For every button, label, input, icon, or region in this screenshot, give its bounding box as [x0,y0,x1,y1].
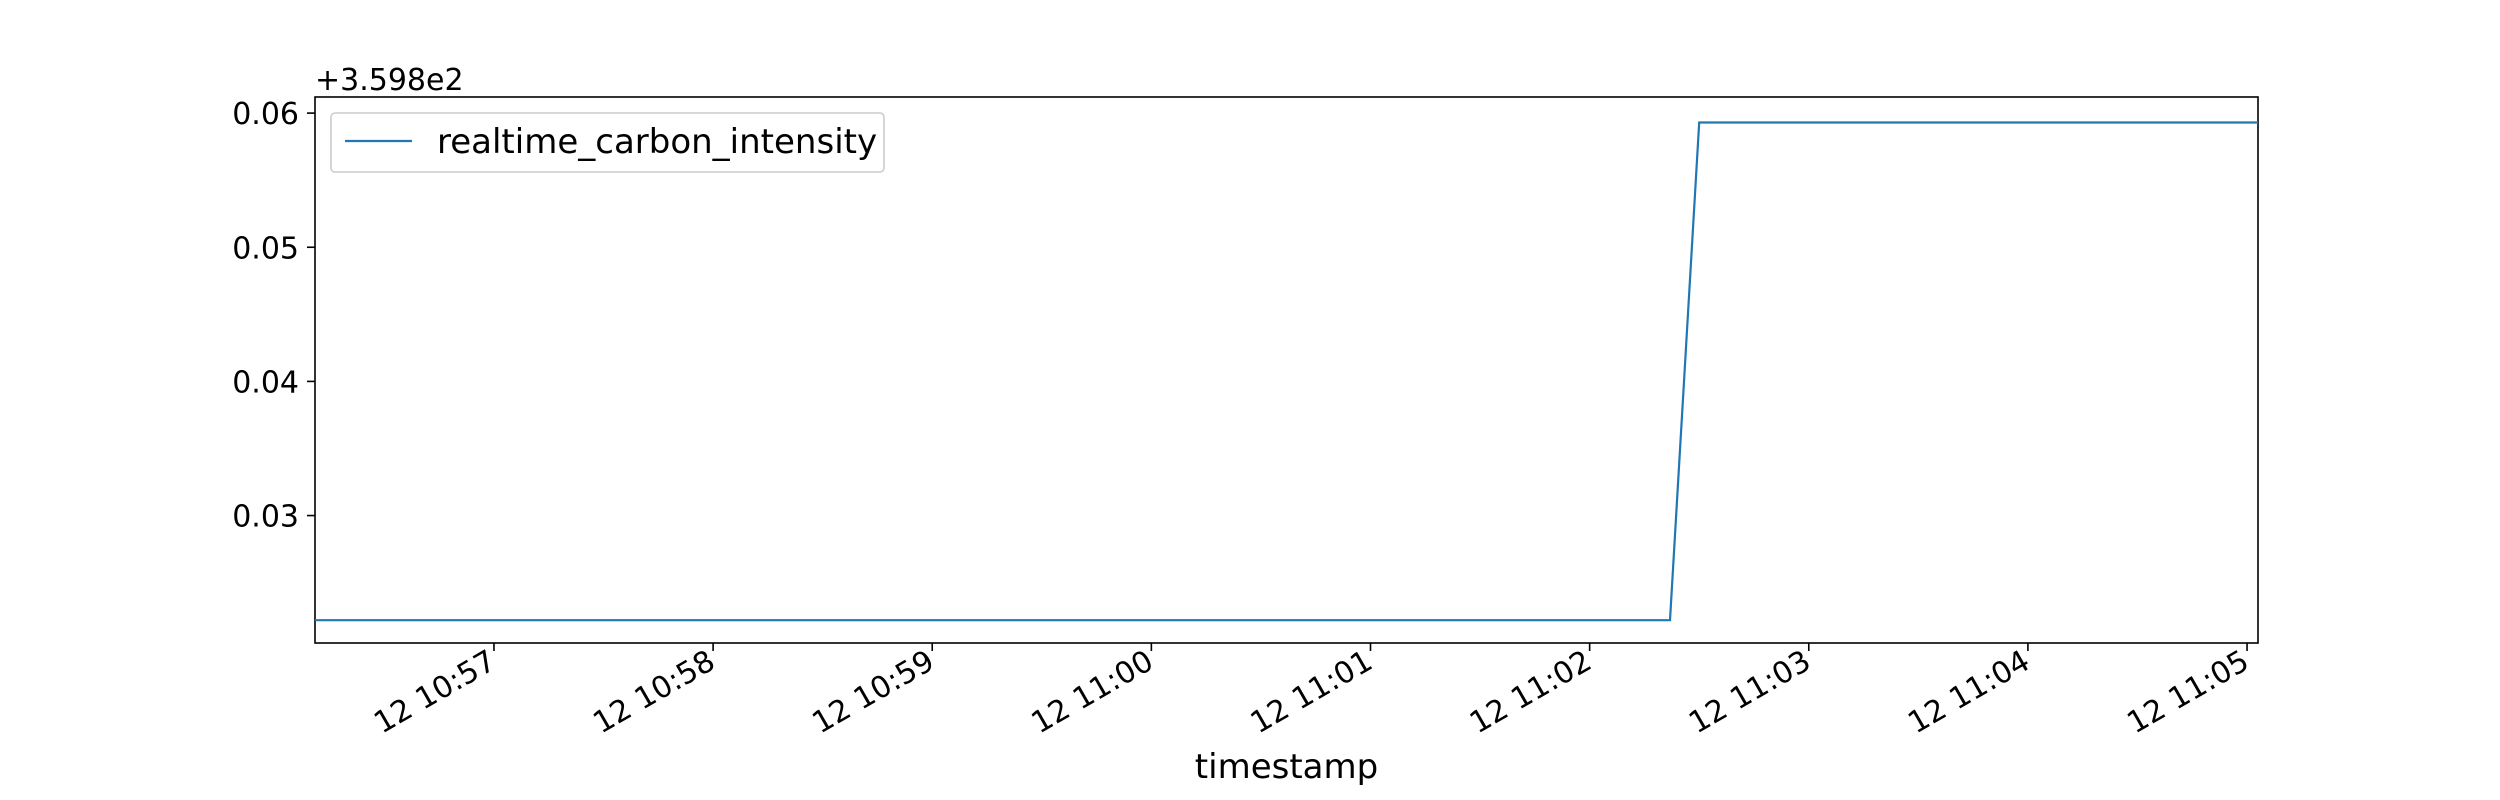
legend-box [330,112,885,173]
legend-label: realtime_carbon_intensity [437,122,877,162]
x-tick-label: 12 11:04 [1902,644,2036,741]
plot-frame [314,96,2259,644]
y-axis: 0.03 0.04 0.05 0.06 [232,97,315,535]
x-tick-label: 12 11:02 [1464,644,1598,741]
y-tick-label: 0.06 [232,97,299,132]
plot-area [314,96,2259,644]
series-line-realtime-carbon-intensity [315,121,2258,622]
legend: realtime_carbon_intensity [330,112,885,173]
y-tick-label: 0.04 [232,365,299,400]
x-tick-label: 12 10:58 [587,644,721,741]
x-tick-label: 12 10:57 [368,644,502,741]
y-tick-label: 0.03 [232,500,299,535]
x-axis-label: timestamp [1195,747,1378,787]
x-tick-label: 12 11:01 [1245,644,1379,741]
x-tick-label: 12 11:05 [2121,644,2255,741]
x-tick-label: 12 10:59 [807,644,941,741]
y-tick-label: 0.05 [232,231,299,266]
x-tick-label: 12 11:00 [1026,644,1160,741]
series-layer [315,121,2258,622]
x-axis: 12 10:57 12 10:58 12 10:59 12 11:00 12 11:01… [368,643,2255,741]
x-tick-label: 12 11:03 [1683,644,1817,741]
y-axis-offset-text: +3.598e2 [315,63,464,98]
